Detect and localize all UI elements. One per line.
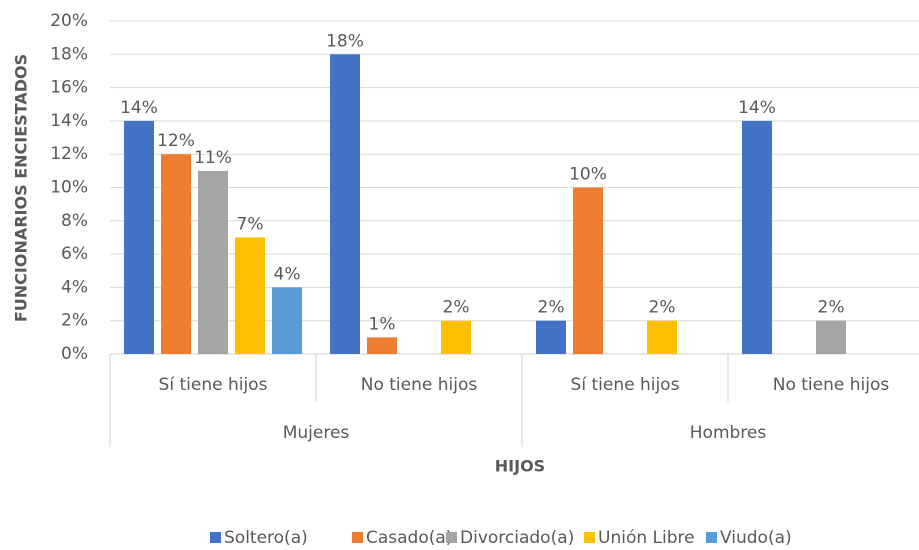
bar (816, 320, 846, 354)
bar (198, 170, 228, 354)
data-label: 2% (538, 298, 565, 318)
legend-label: Viudo(a) (720, 528, 792, 548)
legend-swatch (446, 532, 457, 543)
y-tick-label: 0% (61, 344, 88, 364)
legend-label: Casado(a) (366, 528, 452, 548)
y-tick-label: 16% (50, 78, 88, 98)
data-label: 18% (326, 31, 364, 51)
group-label: Mujeres (283, 423, 350, 443)
legend-label: Divorciado(a) (460, 528, 574, 548)
y-tick-label: 12% (50, 144, 88, 164)
data-label: 10% (569, 165, 607, 185)
x-axis-title: HIJOS (495, 457, 545, 476)
legend-swatch (584, 532, 595, 543)
bar (124, 120, 154, 355)
bar (367, 337, 397, 354)
data-label: 2% (443, 298, 470, 318)
bar (742, 120, 772, 355)
y-tick-label: 8% (61, 211, 88, 231)
y-tick-label: 6% (61, 244, 88, 264)
data-label: 11% (194, 148, 232, 168)
x-tick-label: Sí tiene hijos (571, 375, 680, 395)
data-label: 4% (274, 264, 301, 284)
x-tick-label: Sí tiene hijos (159, 375, 268, 395)
data-label: 7% (237, 214, 264, 234)
bar (536, 320, 566, 354)
legend-swatch (210, 532, 221, 543)
bar (647, 320, 677, 354)
x-tick-label: No tiene hijos (361, 375, 478, 395)
data-label: 14% (120, 98, 158, 118)
bar (235, 237, 265, 354)
bar (573, 187, 603, 354)
y-tick-label: 2% (61, 311, 88, 331)
y-tick-label: 18% (50, 44, 88, 64)
x-tick-label: No tiene hijos (773, 375, 890, 395)
y-tick-label: 20% (50, 11, 88, 31)
legend-swatch (706, 532, 717, 543)
bar (272, 287, 302, 354)
legend-label: Soltero(a) (224, 528, 308, 548)
group-label: Hombres (690, 423, 767, 443)
data-label: 1% (369, 314, 396, 334)
legend-swatch (352, 532, 363, 543)
bar (330, 54, 360, 355)
bar (441, 320, 471, 354)
data-label: 12% (157, 131, 195, 151)
y-tick-label: 14% (50, 111, 88, 131)
data-label: 2% (818, 298, 845, 318)
data-label: 2% (649, 298, 676, 318)
bar (161, 154, 191, 354)
legend-label: Unión Libre (598, 528, 695, 548)
data-label: 14% (738, 98, 776, 118)
y-tick-label: 10% (50, 178, 88, 198)
y-axis-title: FUNCIONARIOS ENCIESTADOS (12, 54, 31, 322)
y-tick-label: 4% (61, 277, 88, 297)
